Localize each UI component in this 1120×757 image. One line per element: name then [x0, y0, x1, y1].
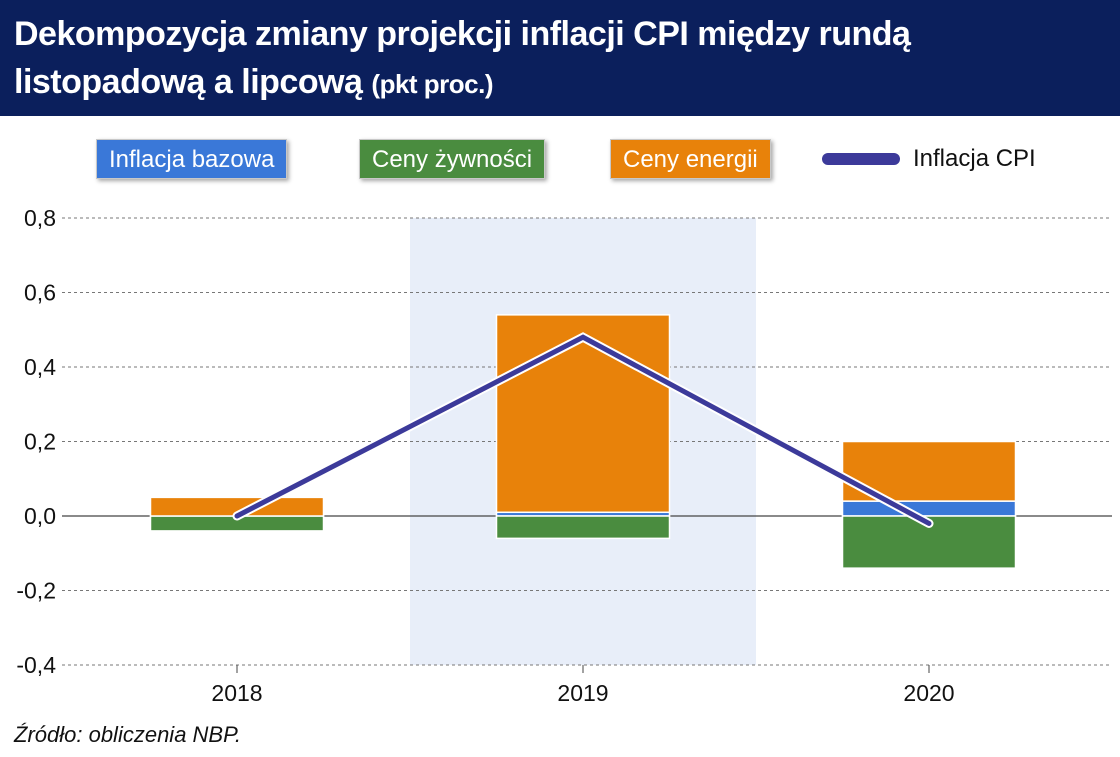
- bar-2020-inflacja-bazowa: [841, 500, 1017, 517]
- x-tick-label-2020: 2020: [903, 680, 954, 706]
- chart-subtitle: (pkt proc.): [371, 69, 494, 99]
- y-tick-label: -0,2: [16, 578, 56, 604]
- chart-title-text: Dekompozycja zmiany projekcji inflacji C…: [14, 15, 911, 101]
- y-tick-label: 0,6: [24, 280, 56, 306]
- bar-2019-ceny-żywności: [495, 515, 671, 540]
- bar-2019-ceny-energii: [495, 314, 671, 514]
- chart-header: Dekompozycja zmiany projekcji inflacji C…: [0, 0, 1120, 116]
- y-tick-label: -0,4: [16, 652, 56, 678]
- legend-inflacja-bazowa: Inflacja bazowa: [96, 139, 288, 179]
- legend-inflacja-cpi: Inflacja CPI: [913, 145, 1036, 172]
- y-tick-label: 0,0: [24, 503, 56, 529]
- x-tick-label-2019: 2019: [557, 680, 608, 706]
- chart-title: Dekompozycja zmiany projekcji inflacji C…: [14, 10, 1104, 108]
- legend-inflacja-cpi-swatch: [822, 153, 900, 165]
- y-tick-label: 0,2: [24, 429, 56, 455]
- cpi-line: [234, 334, 932, 526]
- y-tick-label: 0,4: [24, 354, 56, 380]
- y-tick-label: 0,8: [24, 205, 56, 231]
- legend-ceny-energii: Ceny energii: [610, 139, 771, 179]
- legend-ceny-zywnosci: Ceny żywności: [359, 139, 546, 179]
- source-note: Źródło: obliczenia NBP.: [14, 722, 242, 747]
- x-tick-label-2018: 2018: [211, 680, 262, 706]
